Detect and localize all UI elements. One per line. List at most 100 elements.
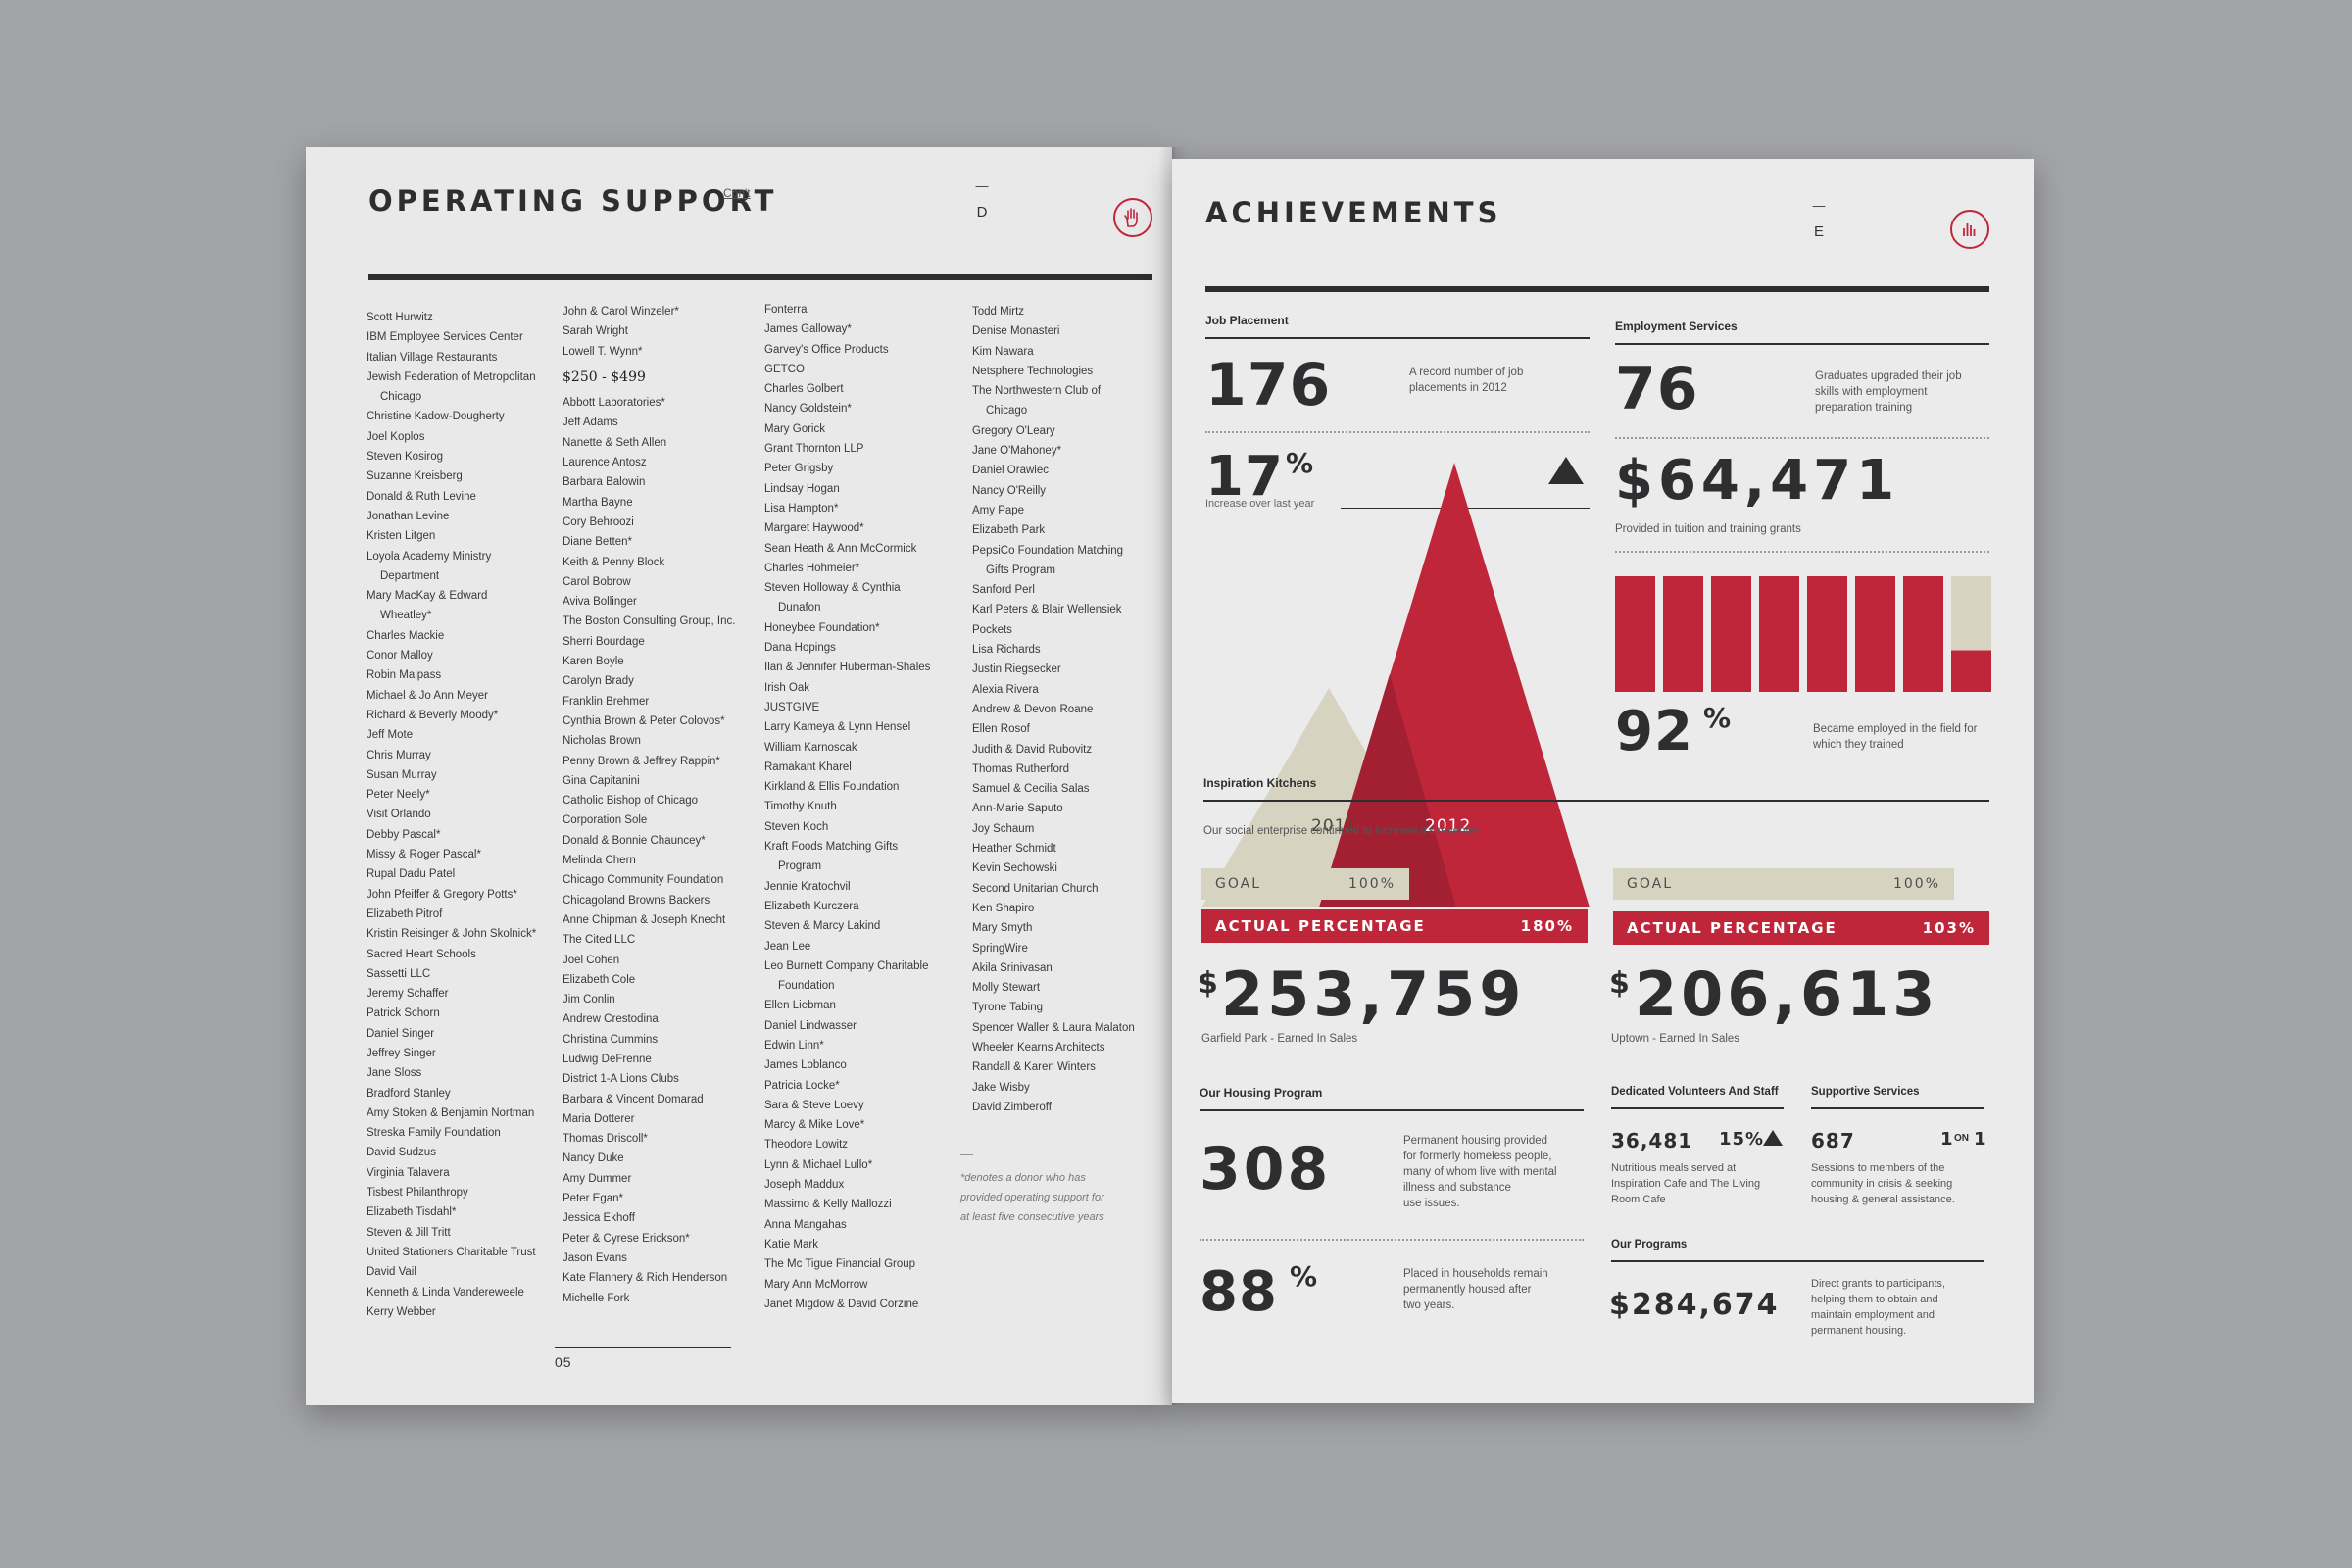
donor-name: Ludwig DeFrenne	[563, 1053, 652, 1065]
donor-name: Leo Burnett Company Charitable	[764, 959, 929, 972]
job-dotted-rule	[1205, 431, 1590, 433]
donor-name: Heather Schmidt	[972, 843, 1056, 856]
actual-bar-garfield: ACTUAL PERCENTAGE 180%	[1201, 909, 1588, 943]
donor-name: Corporation Sole	[563, 814, 648, 827]
triangle-overlap	[1319, 674, 1456, 907]
donor-name: John & Carol Winzeler*	[563, 306, 679, 318]
up-triangle-icon	[1763, 1130, 1783, 1146]
donor-name: Joseph Maddux	[764, 1179, 845, 1192]
housed-percent-value: 88	[1200, 1260, 1278, 1324]
programs-rule	[1611, 1260, 1984, 1262]
supportive-services-label: Supportive Services	[1811, 1086, 1920, 1098]
job-placement-label: Job Placement	[1205, 314, 1289, 327]
donor-name: Department	[380, 569, 440, 582]
donor-name: Steven Holloway & Cynthia	[764, 582, 901, 595]
tuition-label: Provided in tuition and training grants	[1615, 523, 1801, 535]
donor-name: Keith & Penny Block	[563, 556, 665, 568]
donor-name: Second Unitarian Church	[972, 882, 1099, 895]
donor-name: GETCO	[764, 363, 805, 375]
volunteers-rule	[1611, 1107, 1784, 1109]
donor-name: Scott Hurwitz	[367, 312, 433, 323]
employment-dotted-rule	[1615, 437, 1989, 439]
donor-name: Diane Betten*	[563, 536, 632, 549]
donor-name: Grant Thornton LLP	[764, 443, 864, 456]
donor-name: David Zimberoff	[972, 1101, 1052, 1113]
donor-name: Lowell T. Wynn*	[563, 345, 643, 358]
donor-name: Garvey's Office Products	[764, 343, 889, 356]
donor-name: Wheeler Kearns Architects	[972, 1041, 1105, 1054]
donor-name: The Boston Consulting Group, Inc.	[563, 615, 736, 628]
housing-dotted-rule	[1200, 1239, 1584, 1241]
inspiration-kitchens-label: Inspiration Kitchens	[1203, 776, 1317, 790]
donor-name: James Loblanco	[764, 1059, 847, 1072]
donor-name: Lynn & Michael Lullo*	[764, 1158, 873, 1171]
donor-name: Jeff Mote	[367, 729, 414, 742]
employed-percent-sign: %	[1703, 702, 1733, 734]
donor-name: Sara & Steve Loevy	[764, 1099, 864, 1111]
donor-name: Karen Boyle	[563, 656, 624, 668]
donor-name: Elizabeth Pitrof	[367, 907, 443, 920]
donor-name: Sarah Wright	[563, 325, 628, 338]
goal-bar-uptown: GOAL 100%	[1613, 868, 1954, 900]
donor-name: Charles Mackie	[367, 629, 445, 642]
donor-name: Mary Smyth	[972, 922, 1033, 935]
donor-name: Robin Malpass	[367, 669, 442, 682]
donor-name: Katie Mark	[764, 1238, 818, 1250]
housing-desc: Permanent housing provided for formerly …	[1403, 1135, 1557, 1209]
donor-name: Judith & David Rubovitz	[972, 743, 1093, 756]
ratio-b: 1	[1974, 1129, 1987, 1150]
housed-percent-sign: %	[1290, 1260, 1319, 1293]
donor-name: Wheatley*	[380, 610, 432, 622]
triangle-label-2012: 2012	[1425, 816, 1471, 836]
section-dash: —	[975, 178, 989, 193]
donor-name: Donald & Bonnie Chauncey*	[563, 834, 706, 847]
donor-name: Ken Shapiro	[972, 902, 1035, 914]
donor-name: Sherri Bourdage	[563, 635, 645, 648]
donor-name: Elizabeth Cole	[563, 973, 636, 986]
donor-name: Ilan & Jennifer Huberman-Shales	[764, 662, 931, 674]
donor-name: Elizabeth Park	[972, 524, 1046, 537]
garfield-amount: 253,759	[1221, 958, 1526, 1030]
donor-name: Abbott Laboratories*	[563, 397, 665, 410]
donor-name: Melinda Chern	[563, 855, 636, 867]
donor-name: Akila Srinivasan	[972, 961, 1053, 974]
donor-name: Nancy Duke	[563, 1152, 624, 1165]
donor-name: Netsphere Technologies	[972, 365, 1094, 377]
donor-name: Maria Dotterer	[563, 1112, 635, 1125]
donor-name: Thomas Rutherford	[972, 762, 1070, 775]
donor-name: Sanford Perl	[972, 584, 1035, 597]
donor-name: Jonathan Levine	[367, 510, 450, 522]
donor-name: Daniel Lindwasser	[764, 1019, 857, 1032]
donor-name: Gregory O'Leary	[972, 424, 1055, 437]
donor-name: Kate Flannery & Rich Henderson	[563, 1272, 728, 1285]
donor-name: Andrew & Devon Roane	[972, 703, 1094, 715]
donor-name: United Stationers Charitable Trust	[367, 1246, 536, 1258]
actual-bar-uptown: ACTUAL PERCENTAGE 103%	[1613, 911, 1989, 945]
donor-name: Bradford Stanley	[367, 1087, 451, 1100]
triangle-chart: 2011 2012	[1201, 463, 1590, 907]
programs-value: $284,674	[1609, 1288, 1780, 1322]
donor-name: Lindsay Hogan	[764, 482, 840, 495]
job-rule	[1205, 337, 1590, 339]
donor-name: Sassetti LLC	[367, 967, 431, 980]
triangle-label-2011: 2011	[1311, 816, 1357, 836]
donor-name: Kirkland & Ellis Foundation	[764, 781, 900, 794]
donor-name: John Pfeiffer & Gregory Potts*	[367, 888, 517, 901]
donor-name: Lisa Hampton*	[764, 502, 839, 514]
donor-name: Nancy Goldstein*	[764, 403, 852, 416]
donor-name: Patricia Locke*	[764, 1079, 840, 1092]
volunteers-desc: Nutritious meals served at Inspiration C…	[1611, 1162, 1761, 1205]
donor-name: Conor Malloy	[367, 650, 433, 662]
donor-name: Program	[778, 860, 822, 873]
uptown-amount: 206,613	[1635, 958, 1939, 1030]
donor-column-1: Scott Hurwitz IBM Employee Services Cente…	[367, 308, 536, 1322]
donor-name: Debby Pascal*	[367, 828, 441, 841]
donor-name: PepsiCo Foundation Matching	[972, 544, 1124, 557]
dollar-sign: $	[1198, 966, 1219, 1001]
employment-bar-chart	[1615, 576, 1991, 692]
footer-rule	[555, 1347, 731, 1348]
donor-name: Tisbest Philanthropy	[367, 1187, 468, 1200]
increase-label: Increase over last year	[1205, 498, 1315, 510]
donor-name: Nancy O'Reilly	[972, 484, 1047, 497]
donor-name: Streska Family Foundation	[367, 1127, 501, 1140]
